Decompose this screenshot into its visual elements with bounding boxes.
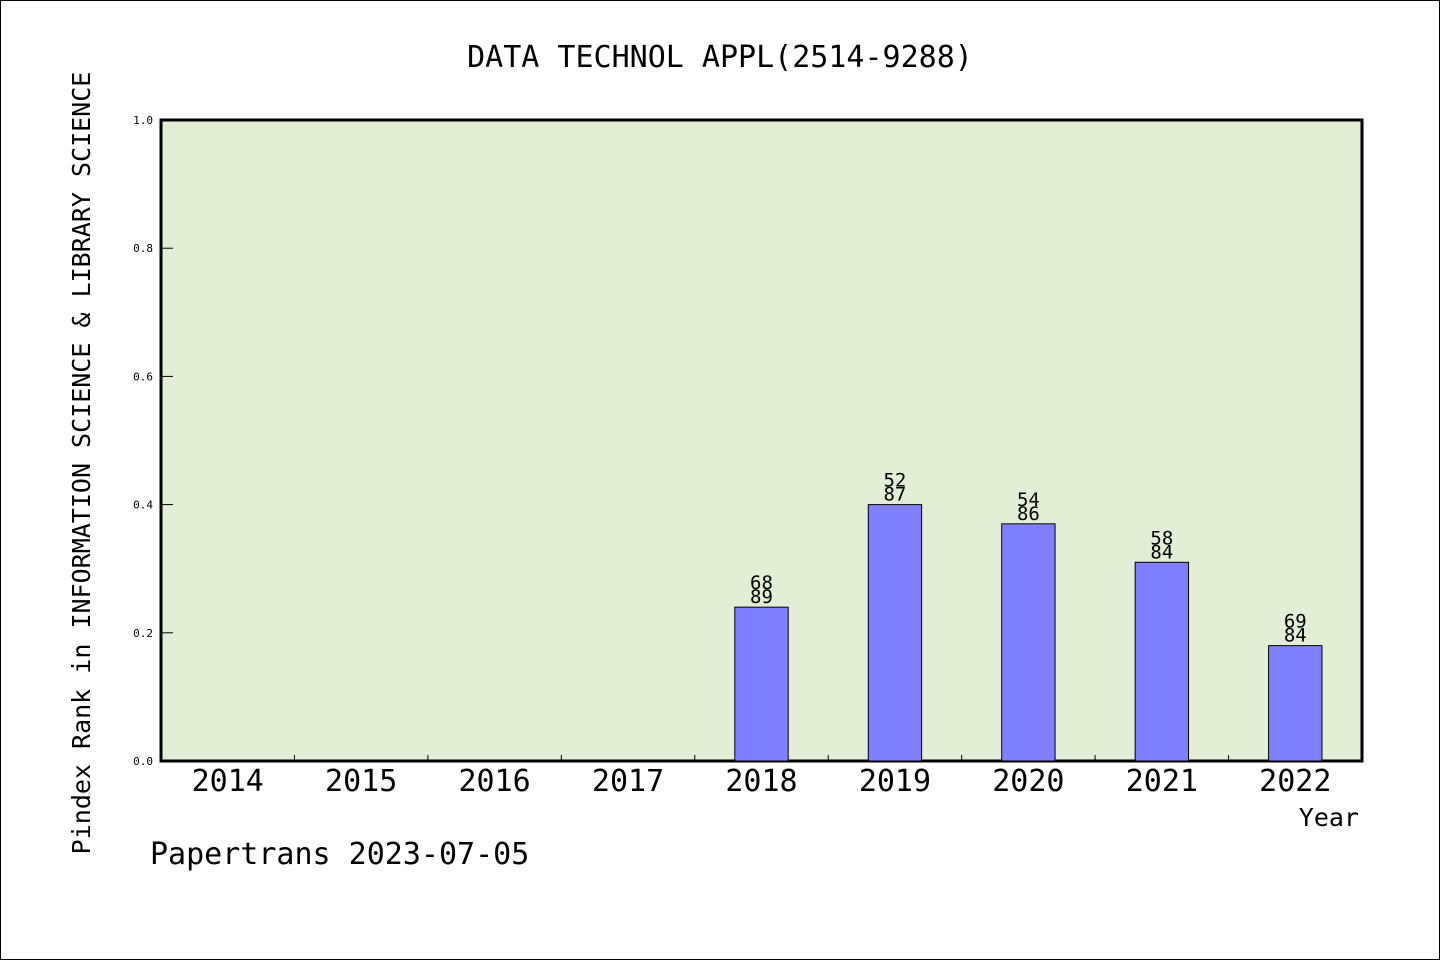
chart-title: DATA TECHNOL APPL(2514-9288): [467, 40, 973, 75]
x-tick-label: 2014: [192, 764, 264, 799]
y-axis-label: Pindex Rank in INFORMATION SCIENCE & LIB…: [67, 72, 96, 855]
x-tick-label: 2019: [859, 764, 931, 799]
x-axis-ticks: [293, 755, 1230, 761]
bar-2019: [867, 504, 923, 762]
y-tick-label: 0.6: [133, 370, 153, 383]
bar-label-total: 84: [1284, 625, 1307, 647]
bar-label-total: 87: [883, 484, 906, 506]
bar-2020: [1001, 523, 1056, 762]
x-axis-label: Year: [1299, 803, 1359, 832]
bar-2022: [1268, 645, 1323, 762]
x-tick-label: 2018: [725, 764, 797, 799]
bar-2018: [734, 606, 789, 762]
y-tick-label: 0.4: [133, 499, 153, 512]
x-axis-tick-labels: 2014 2015 2016 2017 2018 2019 2020 2021 2022: [192, 764, 1332, 799]
bar-label-rank: 52: [883, 470, 906, 492]
x-tick-label: 2022: [1259, 764, 1331, 799]
y-tick-label: 1.0: [133, 114, 153, 127]
bar-label-rank: 69: [1284, 611, 1307, 633]
x-tick-label: 2017: [592, 764, 664, 799]
bar-2021: [1134, 561, 1190, 762]
bar-label-rank: 58: [1150, 527, 1173, 549]
y-tick-label: 0.0: [133, 755, 153, 768]
footer-source: Papertrans 2023-07-05: [150, 837, 529, 872]
x-tick-label: 2020: [992, 764, 1064, 799]
bar-label-total: 86: [1017, 503, 1040, 525]
x-tick-label: 2016: [458, 764, 530, 799]
y-axis-ticks: 0.0 0.2 0.4 0.6 0.8 1.0: [133, 114, 173, 768]
x-tick-label: 2021: [1126, 764, 1198, 799]
bar-label-rank: 54: [1017, 489, 1040, 511]
bar-label-total: 89: [750, 586, 773, 608]
y-tick-label: 0.8: [133, 242, 153, 255]
y-tick-label: 0.2: [133, 627, 153, 640]
bar-label-rank: 68: [750, 572, 773, 594]
x-tick-label: 2015: [325, 764, 397, 799]
bar-label-total: 84: [1150, 541, 1173, 563]
